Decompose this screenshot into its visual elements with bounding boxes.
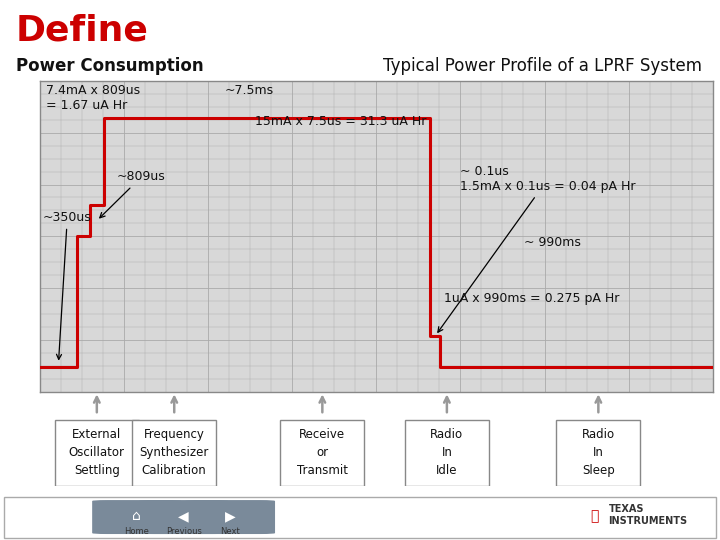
Text: 🐂: 🐂 [590,509,598,523]
FancyBboxPatch shape [405,420,489,485]
Text: ~809us: ~809us [100,170,166,218]
FancyBboxPatch shape [139,500,228,534]
Text: ~7.5ms: ~7.5ms [225,84,274,97]
Text: Radio
In
Sleep: Radio In Sleep [582,428,615,477]
Text: 1uA x 990ms = 0.275 pA Hr: 1uA x 990ms = 0.275 pA Hr [444,292,619,305]
FancyBboxPatch shape [92,500,181,534]
Text: ◀: ◀ [179,509,189,523]
FancyBboxPatch shape [280,420,364,485]
FancyBboxPatch shape [186,500,275,534]
Text: Power Consumption: Power Consumption [16,57,204,75]
Text: Typical Power Profile of a LPRF System: Typical Power Profile of a LPRF System [383,57,702,75]
Text: Next: Next [220,528,240,536]
Text: ▶: ▶ [225,509,235,523]
FancyBboxPatch shape [132,420,216,485]
Text: Radio
In
Idle: Radio In Idle [431,428,464,477]
Text: Receive
or
Transmit: Receive or Transmit [297,428,348,477]
Text: ~ 0.1us
1.5mA x 0.1us = 0.04 pA Hr: ~ 0.1us 1.5mA x 0.1us = 0.04 pA Hr [438,165,636,332]
FancyBboxPatch shape [4,497,716,538]
FancyBboxPatch shape [55,420,139,485]
Text: Home: Home [125,528,149,536]
Text: ⌂: ⌂ [132,509,141,523]
Text: TEXAS
INSTRUMENTS: TEXAS INSTRUMENTS [608,504,688,525]
Text: Define: Define [16,14,149,48]
FancyBboxPatch shape [557,420,640,485]
Text: ~350us: ~350us [43,211,91,360]
Text: ~ 990ms: ~ 990ms [524,237,581,249]
Text: Frequency
Synthesizer
Calibration: Frequency Synthesizer Calibration [140,428,209,477]
Text: External
Oscillator
Settling: External Oscillator Settling [69,428,125,477]
Text: Previous: Previous [166,528,202,536]
Text: 15mA x 7.5us = 31.3 uA Hr: 15mA x 7.5us = 31.3 uA Hr [255,115,426,128]
Text: 7.4mA x 809us
= 1.67 uA Hr: 7.4mA x 809us = 1.67 uA Hr [46,84,140,112]
